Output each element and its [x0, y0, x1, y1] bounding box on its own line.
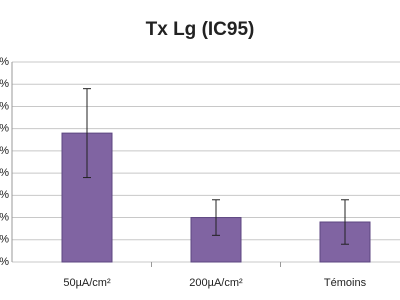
y-tick-label: % [0, 256, 9, 268]
y-tick-label: % [0, 167, 9, 179]
error-bar [83, 88, 91, 179]
x-tick-label: Témoins [324, 277, 367, 289]
x-tick-label: 200µA/cm² [189, 277, 243, 289]
y-tick-label: % [0, 145, 9, 157]
y-tick-label: % [0, 78, 9, 90]
y-tick-label: % [0, 123, 9, 135]
y-tick-label: % [0, 189, 9, 201]
error-bar [341, 199, 349, 245]
y-tick-label: % [0, 234, 9, 246]
y-tick-label: % [0, 56, 9, 68]
x-tick-label: 50µA/cm² [63, 277, 111, 289]
chart-title: Tx Lg (IC95) [146, 19, 255, 40]
error-bar [212, 199, 220, 236]
y-tick-label: % [0, 211, 9, 223]
y-tick-label: % [0, 100, 9, 112]
